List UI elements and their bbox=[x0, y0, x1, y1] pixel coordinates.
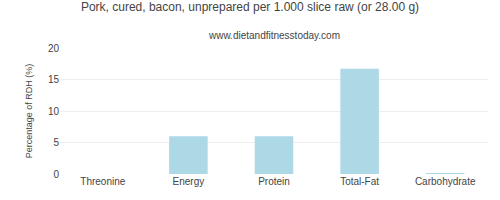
svg-text:Threonine: Threonine bbox=[80, 176, 125, 187]
svg-text:10: 10 bbox=[48, 106, 60, 117]
svg-text:Total-Fat: Total-Fat bbox=[340, 176, 379, 187]
svg-text:Carbohydrate: Carbohydrate bbox=[415, 176, 476, 187]
svg-text:20: 20 bbox=[48, 43, 60, 54]
svg-text:www.dietandfitnesstoday.com: www.dietandfitnesstoday.com bbox=[208, 30, 340, 41]
svg-text:15: 15 bbox=[48, 74, 60, 85]
svg-text:Energy: Energy bbox=[173, 176, 205, 187]
svg-text:Protein: Protein bbox=[258, 176, 290, 187]
svg-text:Pork, cured, bacon, unprepared: Pork, cured, bacon, unprepared per 1.000… bbox=[81, 0, 419, 14]
svg-text:5: 5 bbox=[53, 137, 59, 148]
svg-text:Percentage of RDH (%): Percentage of RDH (%) bbox=[24, 64, 34, 159]
svg-text:0: 0 bbox=[53, 169, 59, 180]
